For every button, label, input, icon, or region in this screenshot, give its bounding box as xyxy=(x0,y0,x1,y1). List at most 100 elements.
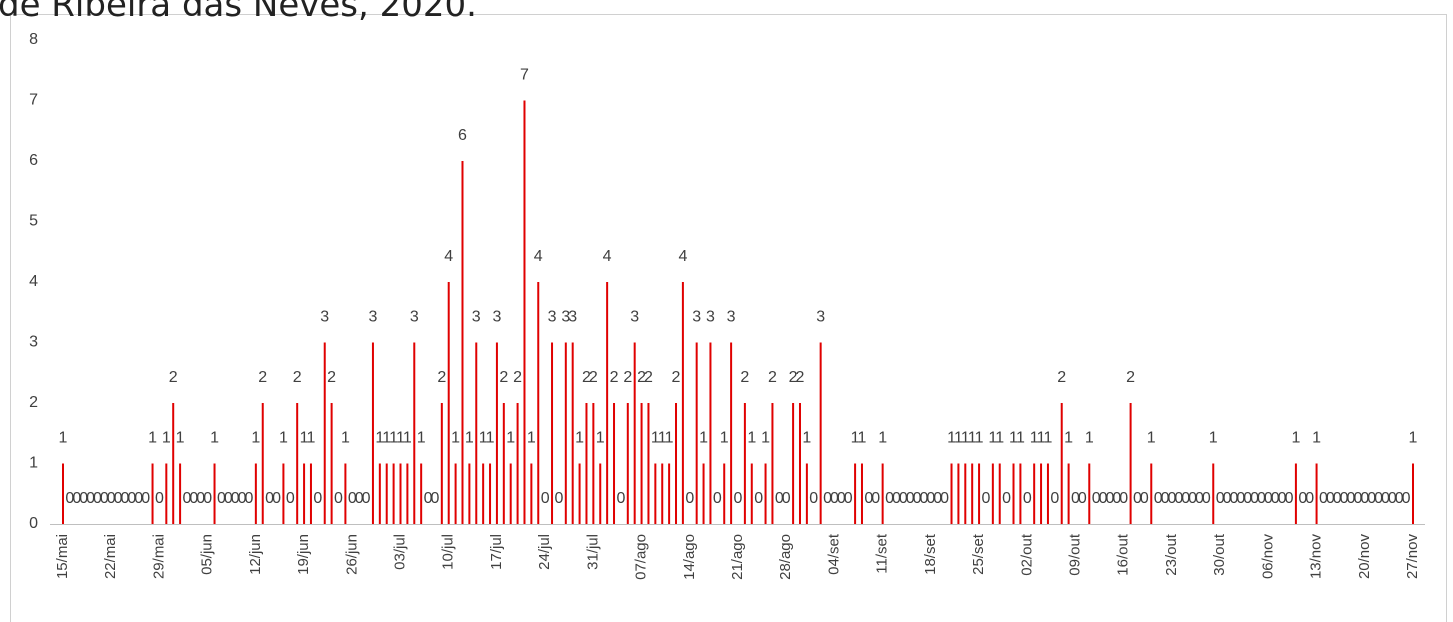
bar xyxy=(309,463,312,524)
bar xyxy=(330,403,333,524)
data-label: 3 xyxy=(561,309,570,326)
data-label: 0 xyxy=(1243,490,1252,507)
data-label: 0 xyxy=(1264,490,1273,507)
data-label: 1 xyxy=(802,430,811,447)
data-label: 1 xyxy=(506,430,515,447)
data-label: 4 xyxy=(534,248,543,265)
data-label: 0 xyxy=(1050,490,1059,507)
bar xyxy=(764,463,767,524)
data-label: 0 xyxy=(837,490,846,507)
bar xyxy=(1315,463,1318,524)
bar xyxy=(413,342,416,524)
bar xyxy=(420,463,423,524)
bar xyxy=(606,282,609,524)
data-label: 1 xyxy=(396,430,405,447)
data-label: 4 xyxy=(603,248,612,265)
data-label: 0 xyxy=(982,490,991,507)
data-label: 0 xyxy=(72,490,81,507)
data-label: 2 xyxy=(327,369,336,386)
data-label: 2 xyxy=(169,369,178,386)
bar xyxy=(964,463,967,524)
bar xyxy=(592,403,595,524)
bar xyxy=(750,463,753,524)
data-label: 0 xyxy=(348,490,357,507)
data-label: 0 xyxy=(1360,490,1369,507)
data-label: 1 xyxy=(451,430,460,447)
data-label: 2 xyxy=(258,369,267,386)
data-label: 0 xyxy=(1078,490,1087,507)
bar xyxy=(950,463,953,524)
bar xyxy=(1294,463,1297,524)
bar xyxy=(709,342,712,524)
data-label: 0 xyxy=(782,490,791,507)
data-label: 0 xyxy=(1236,490,1245,507)
data-label: 2 xyxy=(789,369,798,386)
bar xyxy=(1212,463,1215,524)
data-label: 3 xyxy=(630,309,639,326)
data-label: 0 xyxy=(121,490,130,507)
x-tick-label: 17/jul xyxy=(488,534,505,570)
data-label: 1 xyxy=(665,430,674,447)
data-label: 1 xyxy=(1147,430,1156,447)
data-label: 1 xyxy=(1009,430,1018,447)
data-label: 2 xyxy=(644,369,653,386)
bar xyxy=(261,403,264,524)
bar xyxy=(509,463,512,524)
data-label: 0 xyxy=(430,490,439,507)
data-label: 0 xyxy=(1119,490,1128,507)
data-label: 1 xyxy=(699,430,708,447)
x-tick-label: 03/jul xyxy=(391,534,408,570)
data-label: 0 xyxy=(107,490,116,507)
data-label: 1 xyxy=(486,430,495,447)
data-label: 0 xyxy=(1167,490,1176,507)
data-label: 0 xyxy=(940,490,949,507)
data-label: 0 xyxy=(809,490,818,507)
data-label: 0 xyxy=(830,490,839,507)
data-label: 1 xyxy=(1064,430,1073,447)
data-label: 0 xyxy=(1133,490,1142,507)
data-label: 1 xyxy=(961,430,970,447)
bar xyxy=(213,463,216,524)
data-label: 1 xyxy=(851,430,860,447)
x-tick-label: 16/out xyxy=(1115,533,1132,576)
data-label: 1 xyxy=(375,430,384,447)
data-label: 1 xyxy=(307,430,316,447)
data-label: 0 xyxy=(920,490,929,507)
y-tick-label: 3 xyxy=(29,334,38,351)
data-label: 1 xyxy=(968,430,977,447)
x-tick-label: 29/mai xyxy=(150,534,167,579)
data-label: 0 xyxy=(265,490,274,507)
bar xyxy=(371,342,374,524)
data-label: 3 xyxy=(368,309,377,326)
bar xyxy=(564,342,567,524)
data-label: 0 xyxy=(1174,490,1183,507)
data-label: 0 xyxy=(913,490,922,507)
x-tick-label: 24/jul xyxy=(536,534,553,570)
bar xyxy=(798,403,801,524)
bar xyxy=(1012,463,1015,524)
y-tick-label: 6 xyxy=(29,152,38,169)
bar xyxy=(461,161,464,524)
data-label: 2 xyxy=(437,369,446,386)
data-label: 1 xyxy=(878,430,887,447)
data-label: 1 xyxy=(403,430,412,447)
bar xyxy=(482,463,485,524)
bar xyxy=(495,342,498,524)
data-label: 1 xyxy=(975,430,984,447)
bar xyxy=(454,463,457,524)
data-label: 1 xyxy=(59,430,68,447)
bar xyxy=(151,463,154,524)
x-tick-label: 19/jun xyxy=(295,534,312,575)
data-label: 1 xyxy=(1043,430,1052,447)
data-label: 0 xyxy=(93,490,102,507)
data-label: 0 xyxy=(286,490,295,507)
data-label: 0 xyxy=(1298,490,1307,507)
bar xyxy=(668,463,671,524)
data-label: 1 xyxy=(479,430,488,447)
bar xyxy=(406,463,409,524)
data-label: 2 xyxy=(740,369,749,386)
bar xyxy=(585,403,588,524)
bar xyxy=(1046,463,1049,524)
bar xyxy=(551,342,554,524)
data-label: 0 xyxy=(224,490,233,507)
